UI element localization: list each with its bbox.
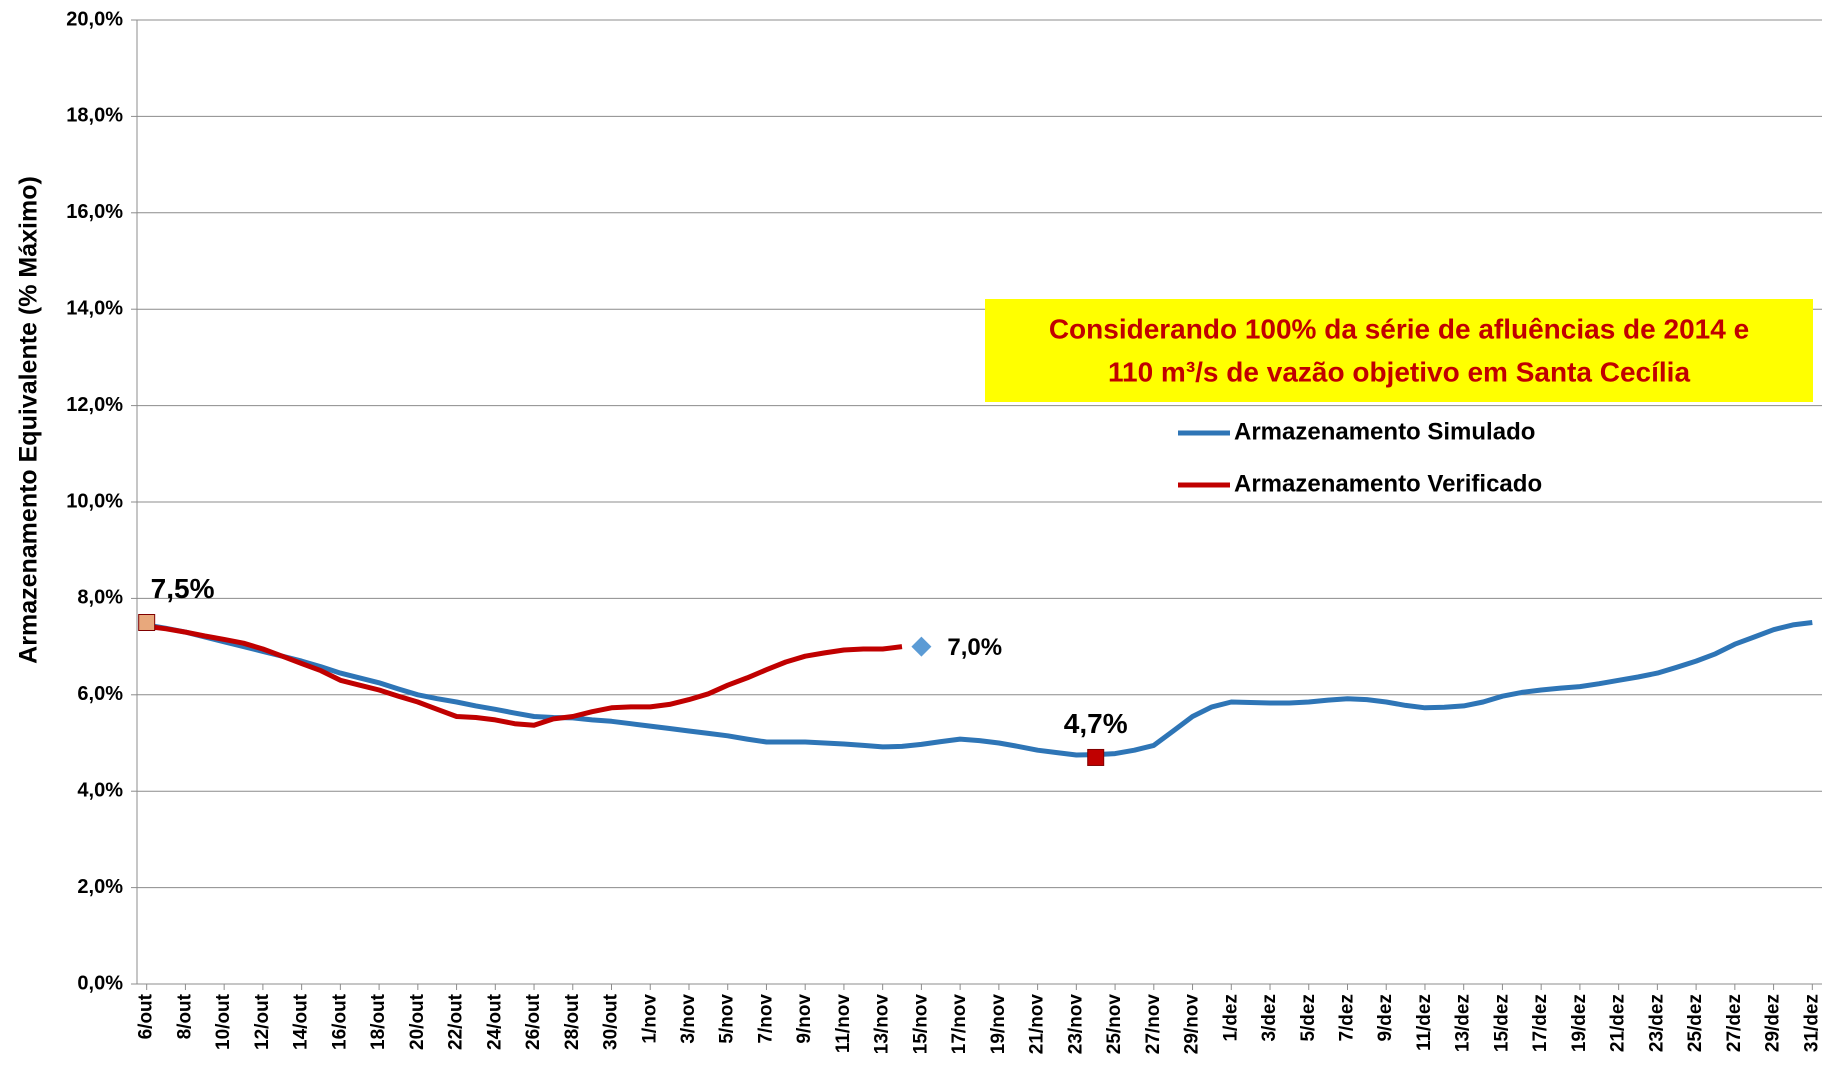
annotation-label: 4,7% — [1064, 708, 1128, 739]
y-tick-label: 14,0% — [66, 297, 123, 319]
y-tick-label: 2,0% — [77, 876, 123, 898]
x-tick-label: 29/dez — [1763, 994, 1784, 1052]
y-tick-label: 16,0% — [66, 201, 123, 223]
annotation-label: 7,0% — [947, 634, 1002, 661]
y-tick-label: 6,0% — [77, 683, 123, 705]
x-tick-label: 28/out — [562, 993, 583, 1050]
x-tick-label: 11/dez — [1414, 994, 1435, 1051]
x-tick-label: 7/nov — [755, 994, 776, 1044]
annotation-marker — [911, 636, 932, 657]
x-tick-label: 30/out — [601, 993, 622, 1050]
x-tick-label: 24/out — [484, 993, 505, 1050]
x-tick-label: 20/out — [407, 993, 428, 1050]
x-tick-label: 15/dez — [1491, 994, 1512, 1052]
x-tick-label: 15/nov — [910, 994, 931, 1055]
y-axis-title: Armazenamento Equivalente (% Máximo) — [15, 176, 43, 664]
x-tick-label: 25/nov — [1104, 994, 1125, 1055]
note-box — [985, 299, 1813, 402]
x-tick-label: 13/dez — [1453, 994, 1474, 1052]
x-tick-label: 27/nov — [1143, 994, 1164, 1055]
x-tick-label: 6/out — [136, 993, 157, 1039]
x-tick-label: 21/nov — [1027, 994, 1048, 1055]
x-tick-label: 16/out — [329, 993, 350, 1050]
x-tick-label: 10/out — [213, 993, 234, 1050]
x-tick-label: 23/nov — [1065, 994, 1086, 1055]
x-tick-label: 5/nov — [717, 994, 738, 1044]
legend-label: Armazenamento Simulado — [1234, 418, 1535, 445]
x-tick-label: 8/out — [174, 993, 195, 1039]
x-tick-label: 7/dez — [1337, 994, 1358, 1042]
x-tick-label: 12/out — [252, 993, 273, 1050]
x-tick-label: 21/dez — [1608, 994, 1629, 1052]
series-line — [146, 620, 1813, 758]
x-tick-label: 29/nov — [1182, 994, 1203, 1055]
note-text: 110 m³/s de vazão objetivo em Santa Cecí… — [1108, 356, 1690, 387]
x-tick-label: 14/out — [291, 993, 312, 1050]
x-tick-label: 5/dez — [1298, 994, 1319, 1042]
x-tick-label: 18/out — [368, 993, 389, 1050]
x-tick-label: 31/dez — [1801, 994, 1822, 1052]
x-tick-label: 23/dez — [1646, 994, 1667, 1052]
x-tick-label: 27/dez — [1724, 994, 1745, 1052]
x-tick-label: 17/dez — [1530, 994, 1551, 1052]
x-tick-label: 22/out — [446, 993, 467, 1050]
x-tick-label: 13/nov — [872, 994, 893, 1055]
y-tick-label: 20,0% — [66, 8, 123, 30]
annotation-label: 7,5% — [151, 573, 215, 604]
x-tick-label: 3/dez — [1259, 994, 1280, 1042]
x-tick-label: 9/dez — [1375, 994, 1396, 1042]
series-line — [146, 623, 903, 728]
x-tick-label: 3/nov — [678, 994, 699, 1044]
x-tick-label: 25/dez — [1685, 994, 1706, 1052]
y-tick-label: 0,0% — [77, 972, 123, 994]
annotation-marker — [138, 614, 156, 631]
y-tick-label: 18,0% — [66, 105, 123, 127]
x-tick-label: 1/nov — [639, 994, 660, 1044]
x-tick-label: 26/out — [523, 993, 544, 1050]
x-tick-label: 11/nov — [833, 994, 854, 1054]
x-tick-label: 19/nov — [988, 994, 1009, 1055]
note-text: Considerando 100% da série de afluências… — [1049, 313, 1749, 344]
annotation-marker — [1087, 748, 1105, 766]
x-tick-label: 19/dez — [1569, 994, 1590, 1052]
y-tick-label: 12,0% — [66, 394, 123, 416]
x-tick-label: 17/nov — [949, 994, 970, 1055]
y-tick-label: 10,0% — [66, 490, 123, 512]
legend-label: Armazenamento Verificado — [1234, 470, 1542, 497]
x-tick-label: 1/dez — [1220, 994, 1241, 1042]
x-tick-label: 9/nov — [794, 994, 815, 1044]
y-tick-label: 4,0% — [77, 779, 123, 801]
y-tick-label: 8,0% — [77, 587, 123, 609]
